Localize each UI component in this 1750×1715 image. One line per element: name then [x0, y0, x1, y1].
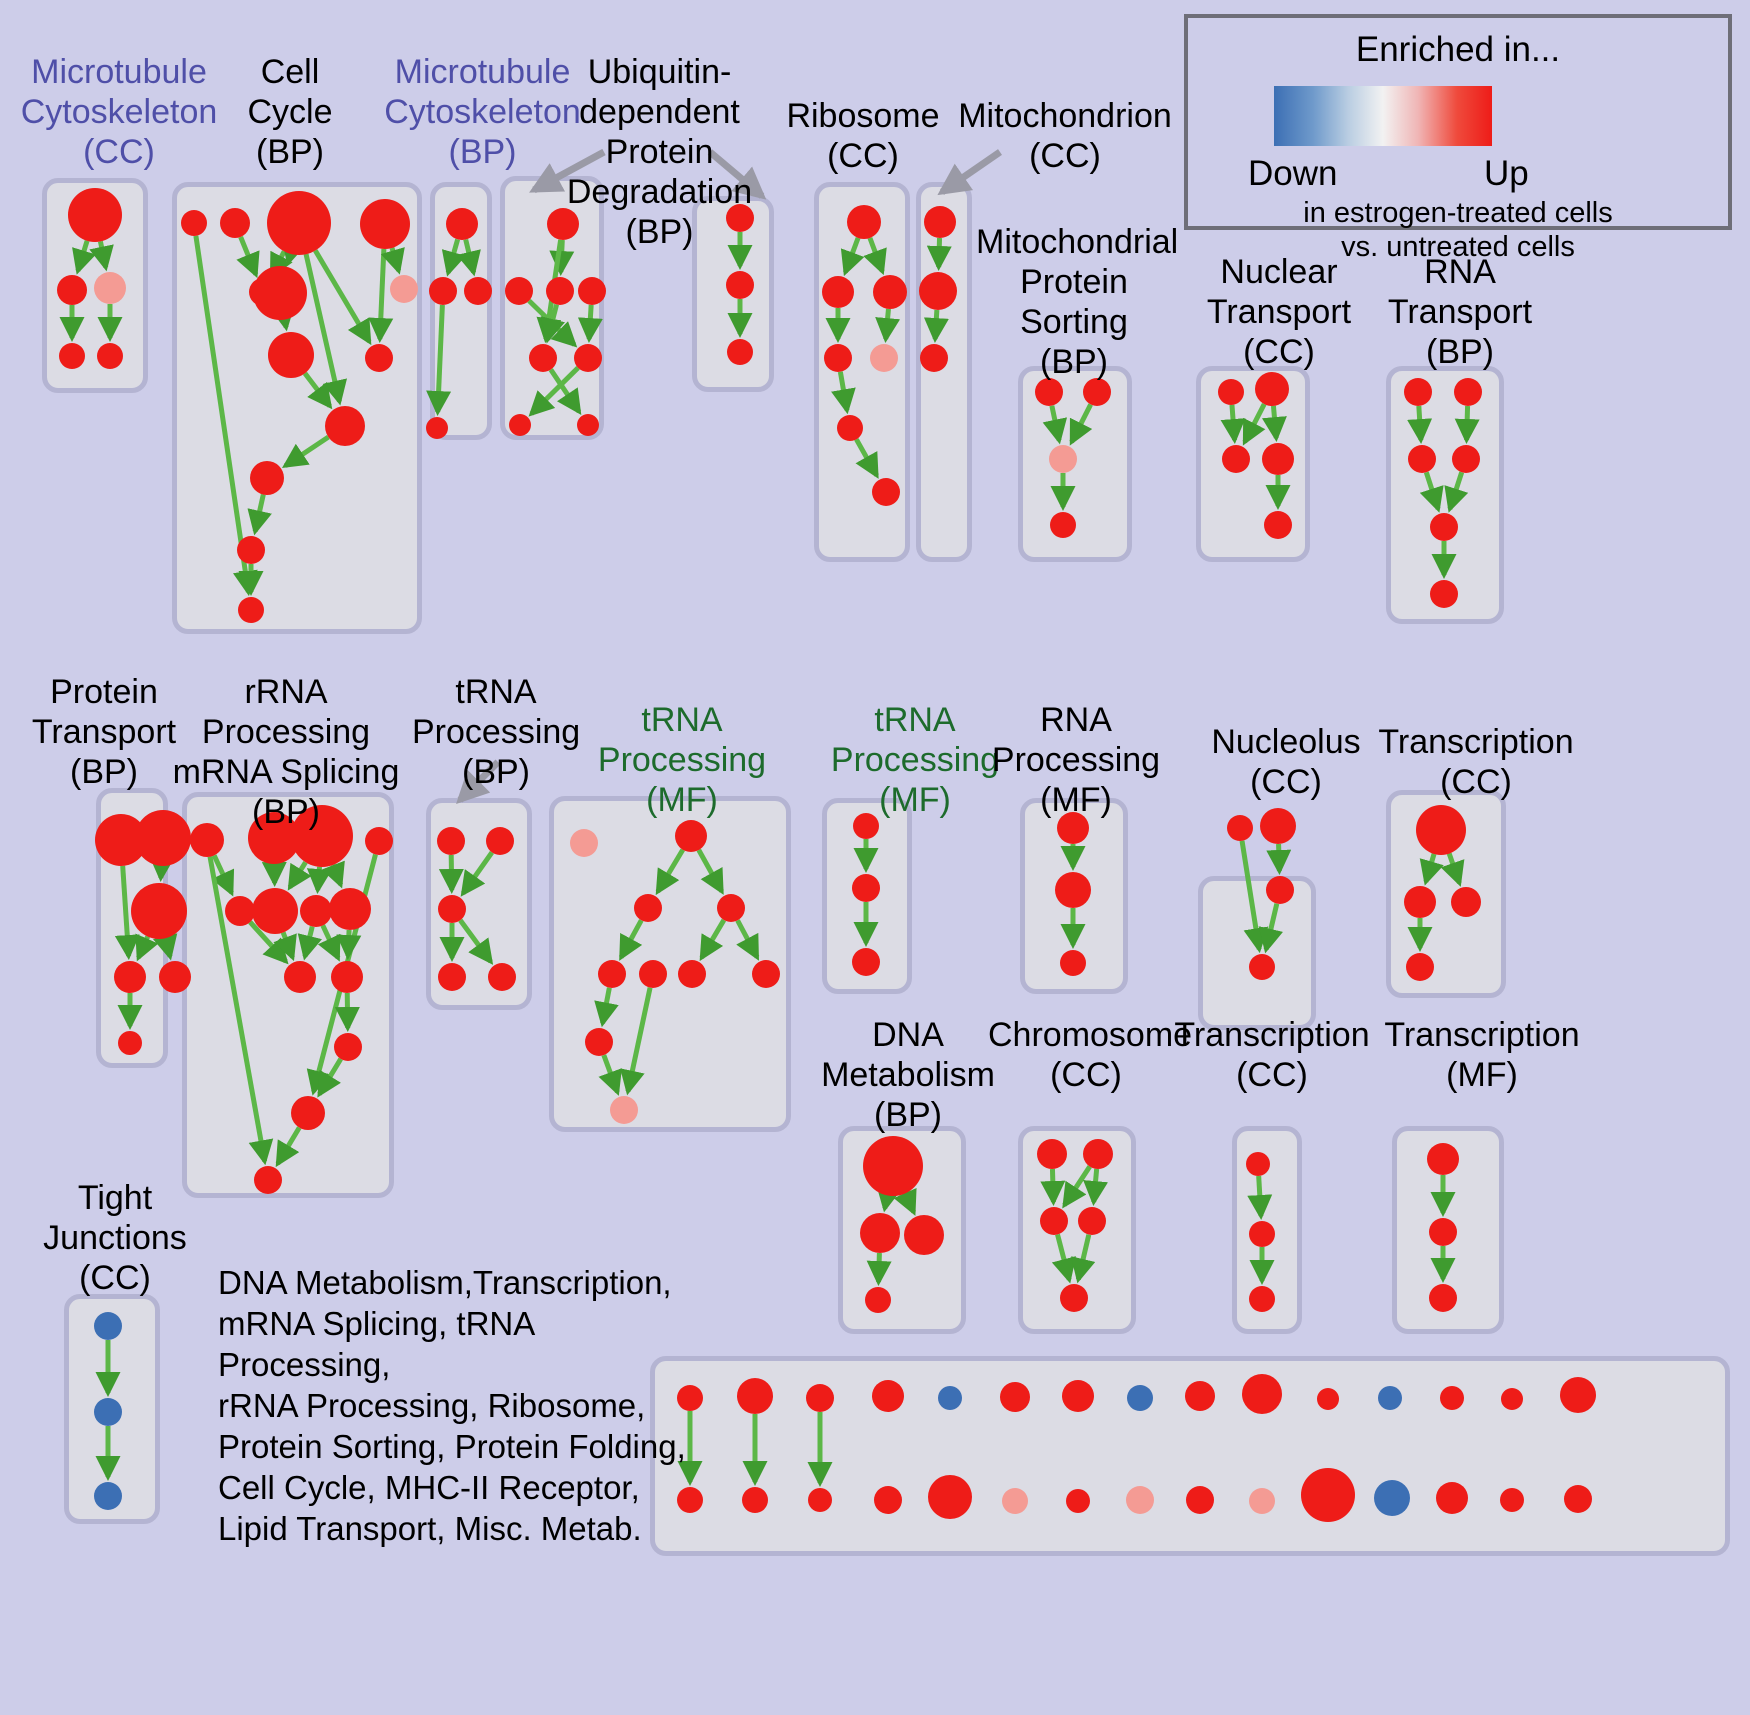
cluster-label-mitochondrial-protein-sorting-bp: Mitochondrial Protein Sorting (BP) [976, 223, 1179, 381]
cluster-box [64, 1294, 160, 1524]
cluster-label-microtubule-cytoskeleton-bp: Microtubule Cytoskeleton (BP) [384, 53, 581, 171]
cluster-box [182, 792, 394, 1198]
cluster-label-cell-cycle-bp: Cell Cycle (BP) [247, 53, 333, 171]
cluster-box [916, 182, 972, 562]
cluster-box [1198, 876, 1316, 1030]
cluster-label-protein-transport-bp: Protein Transport (BP) [31, 673, 177, 791]
legend-subtitle: in estrogen-treated cells vs. untreated … [1303, 197, 1613, 263]
cluster-box [549, 796, 791, 1132]
cluster-box [1196, 366, 1310, 562]
graph-node[interactable] [1227, 815, 1253, 841]
cluster-label-transcription-cc-top: Transcription (CC) [1378, 723, 1574, 801]
cluster-box [1020, 798, 1128, 994]
cluster-label-rna-transport-bp: RNA Transport (BP) [1387, 253, 1533, 371]
cluster-label-rrna-mrna-splicing-bp: rRNA Processing mRNA Splicing (BP) [172, 673, 400, 831]
footnote-text: DNA Metabolism,Transcription, mRNA Splic… [218, 1264, 686, 1547]
cluster-label-trna-processing-bp: tRNA Processing (BP) [412, 673, 581, 791]
legend-up-label: Up [1484, 154, 1529, 193]
cluster-box [430, 182, 492, 440]
cluster-label-transcription-mf: Transcription (MF) [1384, 1016, 1580, 1094]
cluster-label-ubiquitin-protein-degradation-bp: Ubiquitin- dependent Protein Degradation… [566, 53, 753, 251]
cluster-box [814, 182, 910, 562]
cluster-label-nuclear-transport-cc: Nuclear Transport (CC) [1206, 253, 1352, 371]
cluster-box [822, 798, 912, 994]
legend-title: Enriched in... [1355, 30, 1561, 69]
legend-down-label: Down [1248, 154, 1338, 193]
cluster-label-tight-junctions-cc: Tight Junctions (CC) [43, 1179, 187, 1297]
cluster-label-nucleolus-cc: Nucleolus (CC) [1211, 723, 1361, 801]
cluster-label-microtubule-cytoskeleton-cc: Microtubule Cytoskeleton (CC) [20, 53, 218, 171]
cluster-box [426, 798, 532, 1010]
cluster-label-ribosome-cc: Ribosome (CC) [786, 97, 940, 175]
cluster-box [1018, 366, 1132, 562]
cluster-label-chromosome-cc: Chromosome (CC) [988, 1016, 1193, 1094]
legend-color-bar [1274, 86, 1492, 146]
cluster-box [1386, 366, 1504, 624]
cluster-label-trna-processing-mf-2: tRNA Processing (MF) [830, 701, 1000, 819]
cluster-box [42, 178, 148, 393]
cluster-box [1392, 1126, 1504, 1334]
cluster-box [1232, 1126, 1302, 1334]
legend-panel: Enriched in... Down Up in estrogen-treat… [1184, 14, 1732, 263]
cluster-label-mitochondrion-cc: Mitochondrion (CC) [958, 97, 1172, 175]
cluster-box [172, 182, 422, 634]
cluster-label-trna-processing-mf-1: tRNA Processing (MF) [597, 701, 767, 819]
cluster-label-transcription-cc-bottom: Transcription (CC) [1174, 1016, 1370, 1094]
cluster-box [1386, 790, 1506, 998]
cluster-box [650, 1356, 1730, 1556]
cluster-box [838, 1126, 966, 1334]
cluster-label-dna-metabolism-bp: DNA Metabolism (BP) [821, 1016, 995, 1134]
cluster-box [1018, 1126, 1136, 1334]
graph-node[interactable] [1260, 808, 1296, 844]
graph-edge [1266, 843, 1292, 876]
cluster-box [96, 788, 168, 1068]
cluster-label-rna-processing-mf: RNA Processing (MF) [991, 701, 1161, 819]
